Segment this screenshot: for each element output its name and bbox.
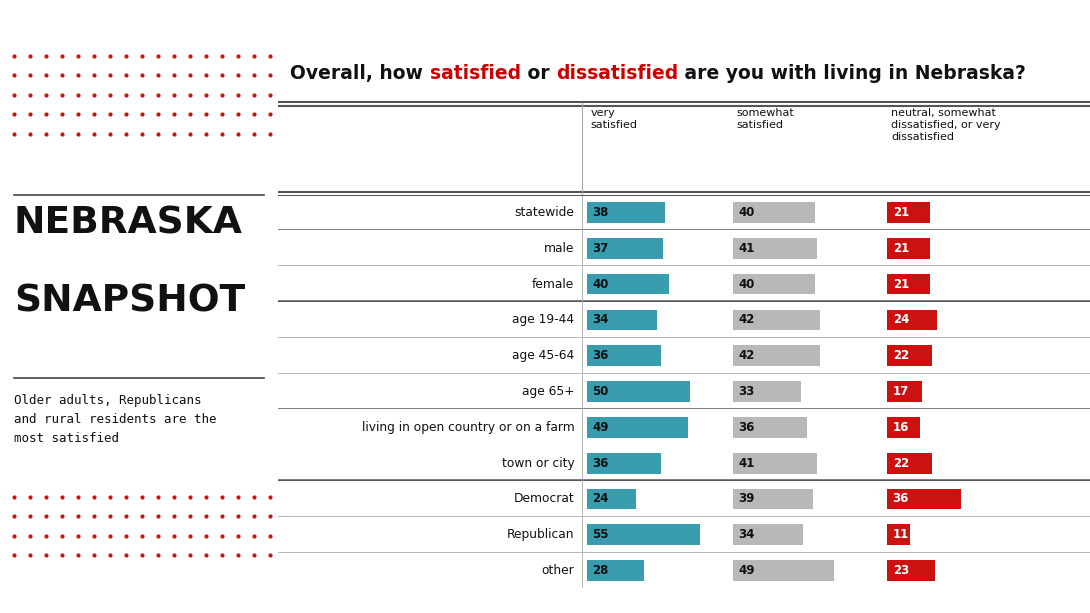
Text: 22: 22 [893,457,909,470]
Text: NEBRASKA: NEBRASKA [14,206,243,242]
Text: 42: 42 [738,313,754,327]
Text: 34: 34 [592,313,608,327]
Text: other: other [542,564,574,577]
Text: living in open country or on a farm: living in open country or on a farm [362,421,574,434]
Text: very
satisfied: very satisfied [591,108,638,130]
Bar [732,202,815,223]
Text: Republican: Republican [507,528,574,541]
Text: 28: 28 [592,564,608,577]
Text: 49: 49 [738,564,755,577]
Bar [887,524,910,545]
Text: 41: 41 [738,242,754,255]
Text: 24: 24 [592,492,608,506]
Bar [586,345,661,366]
Text: 36: 36 [592,349,608,362]
Text: age 45-64: age 45-64 [512,349,574,362]
Text: 39: 39 [738,492,754,506]
Text: 16: 16 [893,421,909,434]
Text: 40: 40 [738,206,754,219]
Bar [732,417,807,438]
Bar [887,489,961,509]
Text: 36: 36 [738,421,754,434]
Text: 40: 40 [738,278,754,291]
Text: 37: 37 [592,242,608,255]
Text: 34: 34 [738,528,754,541]
Text: Democrat: Democrat [513,492,574,506]
Text: Older adults, Republicans
and rural residents are the
most satisfied: Older adults, Republicans and rural resi… [14,394,217,445]
Bar [732,381,801,402]
Bar [732,560,834,581]
Text: 11: 11 [893,528,909,541]
Bar [732,274,815,294]
Text: 49: 49 [592,421,608,434]
Bar [586,417,688,438]
Text: female: female [532,278,574,291]
Text: 23: 23 [893,564,909,577]
Text: dissatisfied: dissatisfied [556,64,678,83]
Text: satisfied: satisfied [429,64,521,83]
Text: 38: 38 [592,206,608,219]
Text: 36: 36 [893,492,909,506]
Bar [887,453,932,473]
Text: 41: 41 [738,457,754,470]
Text: neutral, somewhat
dissatisfied, or very
dissatisfied: neutral, somewhat dissatisfied, or very … [891,108,1001,142]
Bar [887,274,931,294]
Bar [887,238,931,259]
Bar [887,560,934,581]
Text: 33: 33 [738,385,754,398]
Text: town or city: town or city [501,457,574,470]
Bar [586,524,700,545]
Text: age 65+: age 65+ [522,385,574,398]
Text: 36: 36 [592,457,608,470]
Bar [732,489,813,509]
Text: 21: 21 [893,242,909,255]
Text: age 19-44: age 19-44 [512,313,574,327]
Bar [732,310,820,330]
Bar [887,202,931,223]
Text: Overall, how: Overall, how [290,64,429,83]
Text: 55: 55 [592,528,608,541]
Bar [887,310,936,330]
Text: 21: 21 [893,206,909,219]
Text: 17: 17 [893,385,909,398]
Text: SNAPSHOT: SNAPSHOT [14,283,245,319]
Bar [586,238,663,259]
Bar [586,202,665,223]
Text: male: male [544,242,574,255]
Bar [586,381,690,402]
Bar [732,524,803,545]
Bar [586,560,644,581]
Text: 40: 40 [592,278,608,291]
Bar [586,310,657,330]
Text: somewhat
satisfied: somewhat satisfied [737,108,795,130]
Bar [586,489,637,509]
Text: 50: 50 [592,385,608,398]
Text: 21: 21 [893,278,909,291]
Text: statewide: statewide [514,206,574,219]
Text: are you with living in Nebraska?: are you with living in Nebraska? [678,64,1026,83]
Bar [887,381,922,402]
Bar [586,453,661,473]
Bar [586,274,669,294]
Bar [732,345,820,366]
Text: 22: 22 [893,349,909,362]
Bar [887,417,920,438]
Bar [732,453,818,473]
Bar [887,345,932,366]
Text: or: or [521,64,556,83]
Text: 24: 24 [893,313,909,327]
Text: 42: 42 [738,349,754,362]
Bar [732,238,818,259]
